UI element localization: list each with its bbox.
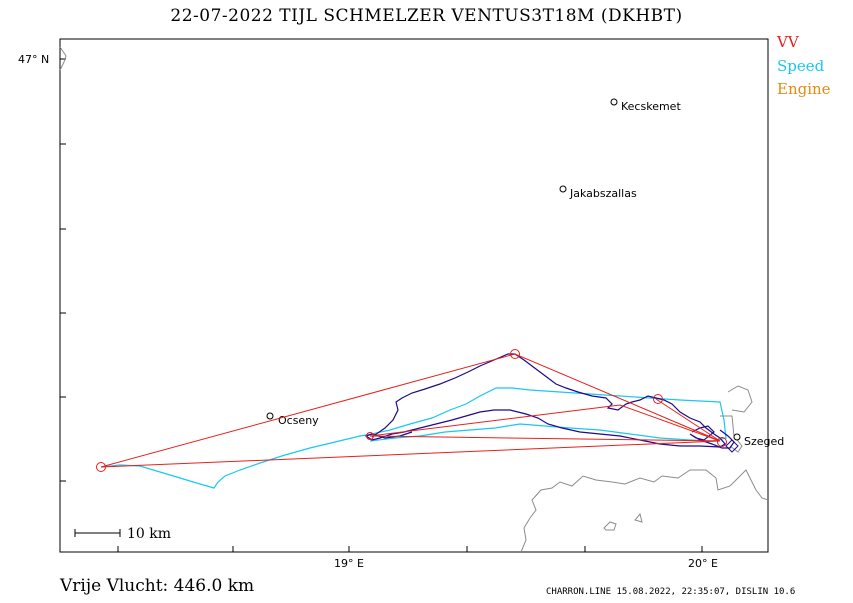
- scale-label: 10 km: [127, 526, 171, 542]
- place-jakabszallas: Jakabszallas: [569, 187, 637, 200]
- place-markers: [266, 98, 741, 441]
- flight-track: [364, 353, 726, 448]
- country-border: [59, 46, 769, 553]
- credit-text: CHARRON.LINE 15.08.2022, 22:35:07, DISLI…: [546, 587, 796, 597]
- place-kecskemet: Kecskemet: [621, 100, 681, 113]
- map-title: 22-07-2022 TIJL SCHMELZER VENTUS3T18M (D…: [170, 6, 683, 26]
- lon-label-19: 19° E: [334, 557, 364, 570]
- lon-ticks: [117, 546, 703, 552]
- declared-route: [100, 353, 721, 468]
- lon-label-20: 20° E: [688, 557, 718, 570]
- finish-diamond: [725, 439, 739, 453]
- map-frame: [59, 38, 769, 553]
- legend-vv: VV: [777, 33, 799, 51]
- flight-track-east: [689, 425, 735, 449]
- distance-readout: Vrije Vlucht: 446.0 km: [60, 576, 255, 596]
- legend-engine: Engine: [777, 80, 831, 98]
- place-ocseny: Ocseny: [278, 414, 319, 427]
- lat-label-47: 47° N: [18, 53, 49, 66]
- turnpoint-markers: [96, 349, 727, 472]
- lat-ticks: [60, 58, 66, 482]
- place-szeged: Szeged: [744, 435, 784, 448]
- legend-speed: Speed: [777, 57, 825, 75]
- scale-bar: [74, 529, 121, 537]
